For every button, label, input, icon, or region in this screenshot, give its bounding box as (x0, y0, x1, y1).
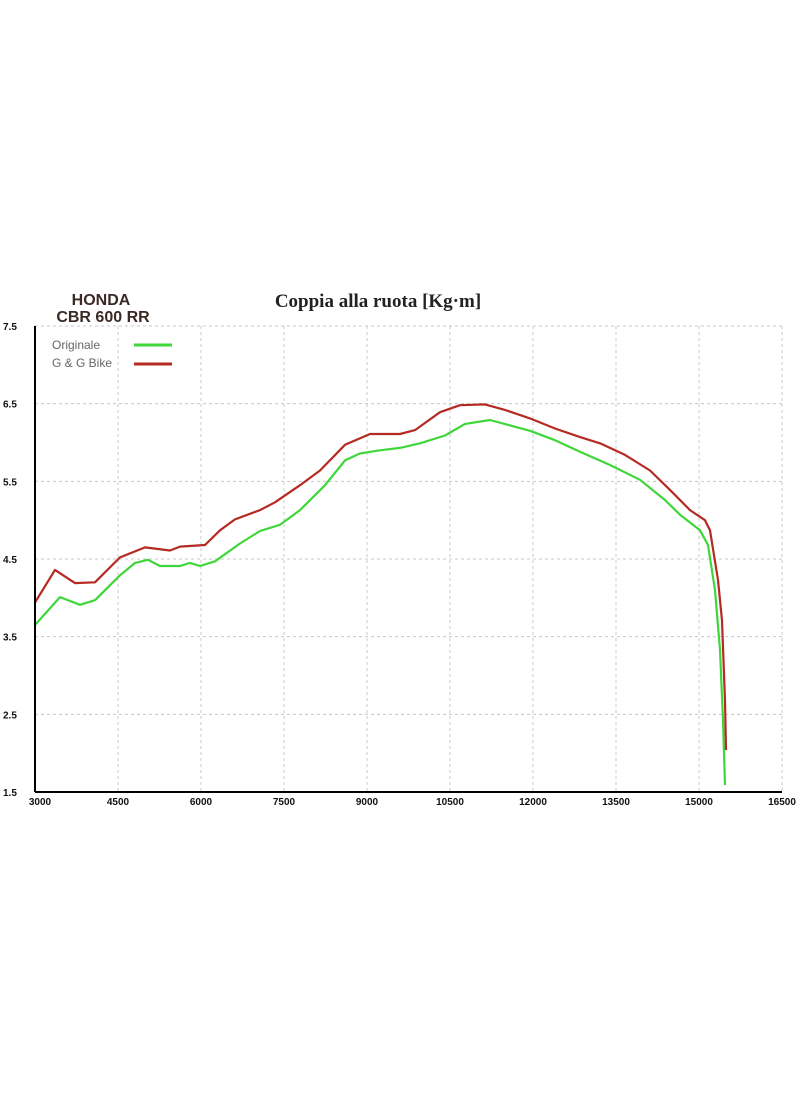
x-tick-label: 9000 (356, 797, 379, 808)
y-tick-label: 4.5 (3, 555, 17, 566)
x-tick-label: 4500 (107, 797, 130, 808)
legend-label-gg-bike: G & G Bike (52, 356, 112, 370)
y-tick-label: 6.5 (3, 400, 17, 411)
tick-labels: 3000 4500 6000 7500 9000 10500 12000 13500 15000… (3, 322, 796, 808)
series-lines (34, 403, 728, 786)
brand-model: CBR 600 RR (56, 309, 150, 326)
y-tick-label: 7.5 (3, 322, 17, 333)
x-tick-label: 16500 (768, 797, 796, 808)
x-tick-label: 15000 (685, 797, 713, 808)
x-tick-label: 3000 (29, 797, 52, 808)
brand-make: HONDA (72, 292, 131, 309)
legend-label-originale: Originale (52, 338, 100, 352)
x-tick-label: 6000 (190, 797, 213, 808)
y-tick-label: 1.5 (3, 788, 17, 799)
y-tick-label: 5.5 (3, 477, 17, 488)
x-tick-label: 13500 (602, 797, 630, 808)
series-line-0 (34, 418, 727, 786)
y-tick-label: 2.5 (3, 710, 17, 721)
series-line-1 (34, 403, 728, 751)
y-tick-label: 3.5 (3, 633, 17, 644)
x-tick-label: 12000 (519, 797, 547, 808)
grid (35, 325, 783, 792)
chart-title: Coppia alla ruota [Kg·m] (275, 291, 481, 312)
x-tick-label: 10500 (436, 797, 464, 808)
legend: Originale G & G Bike (52, 338, 172, 370)
x-tick-label: 7500 (273, 797, 296, 808)
